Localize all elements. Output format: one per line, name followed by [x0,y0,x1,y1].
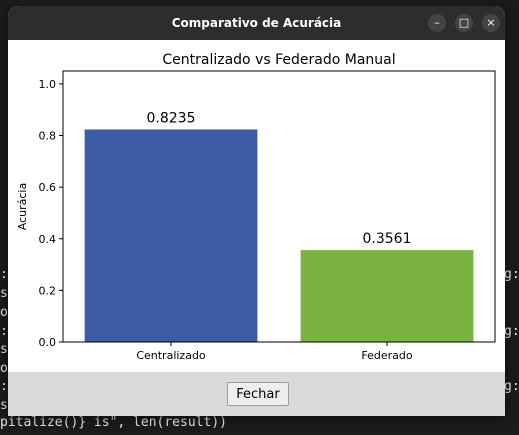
chart-title: Centralizado vs Federado Manual [162,52,395,68]
terminal-line: g: [504,267,519,282]
x-tick-label: Centralizado [136,349,206,362]
bar-centralizado [84,129,258,342]
y-axis-label: Acurácia [16,183,29,230]
window-title: Comparativo de Acurácia [171,16,342,30]
terminal-line: g: [504,324,519,339]
terminal-line: s [0,342,8,357]
y-tick-label: 0.2 [39,284,57,297]
title-bar[interactable]: Comparativo de Acurácia – □ × [8,6,505,40]
y-tick-label: 0.8 [39,130,57,143]
close-button[interactable]: Fechar [227,382,289,406]
maximize-icon[interactable]: □ [455,14,473,32]
bar-chart: Centralizado vs Federado Manual Acurácia 0… [16,52,496,362]
plot-frame [62,70,496,343]
chart-window: Comparativo de Acurácia – □ × Centraliza… [8,6,505,416]
minimize-icon[interactable]: – [428,14,446,32]
y-tick-label: 0.6 [39,181,57,194]
button-bar: Fechar [8,372,505,416]
terminal-line: s [0,286,8,301]
bar-value-label: 0.8235 [147,110,196,126]
terminal-line: s [0,398,8,413]
y-tick-label: 1.0 [39,78,57,91]
terminal-line: g: [504,379,519,394]
close-icon[interactable]: × [482,14,500,32]
bar-value-label: 0.3561 [363,231,412,247]
bar-federado [300,250,474,342]
y-tick-label: 0.0 [39,336,57,349]
plot-area: Centralizado vs Federado Manual Acurácia 0… [8,40,505,372]
terminal-line: pitalize()} is", len(result)) [0,415,227,430]
y-tick-label: 0.4 [39,233,57,246]
x-tick-label: Federado [361,349,412,362]
